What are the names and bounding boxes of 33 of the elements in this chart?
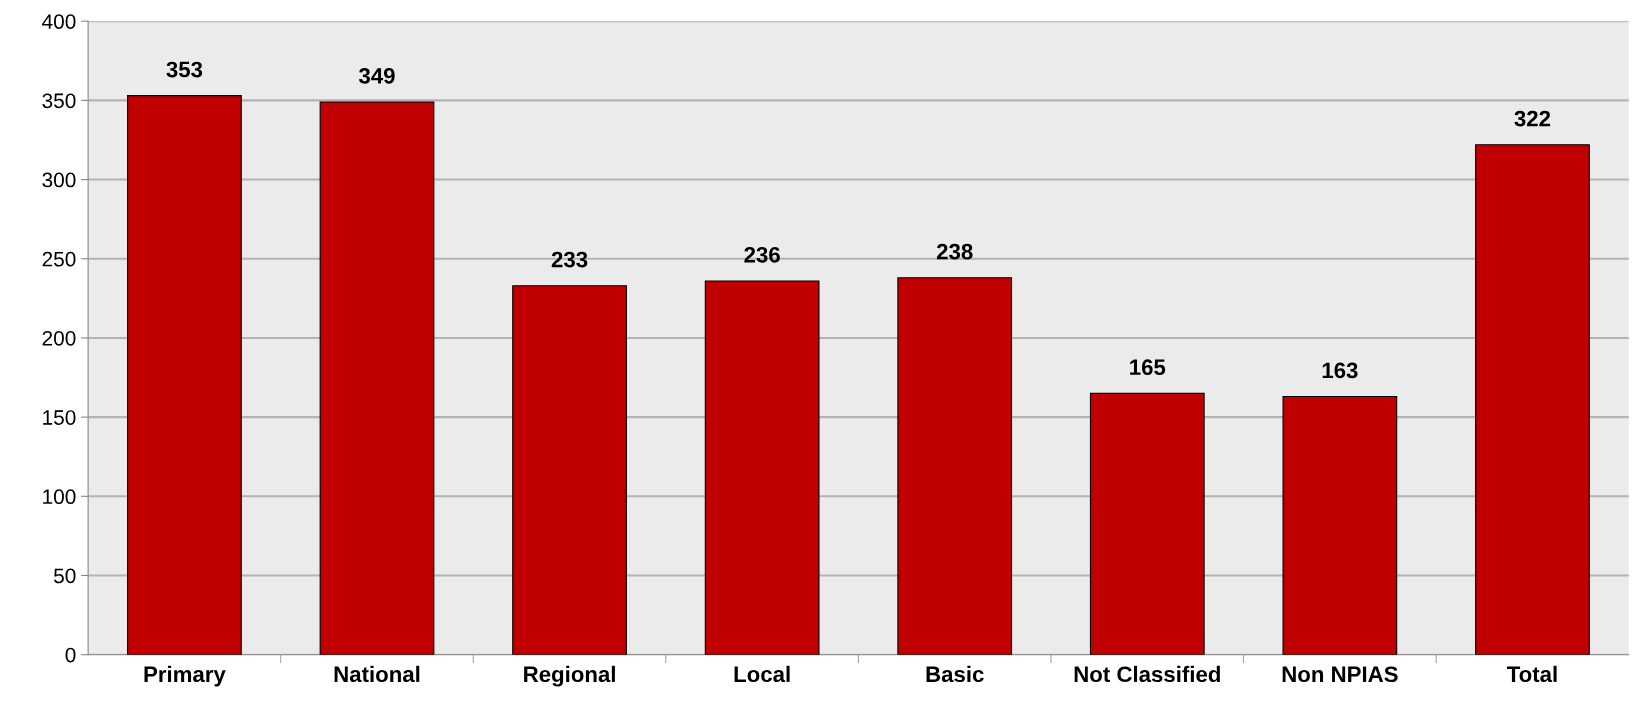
data-label: 165 — [1130, 359, 1166, 376]
data-label: 238 — [936, 243, 973, 260]
bar — [127, 95, 242, 655]
bar — [704, 280, 820, 655]
bar — [512, 285, 627, 655]
data-label: 233 — [551, 251, 588, 268]
bar — [1475, 144, 1590, 655]
data-label: 322 — [1514, 110, 1551, 127]
y-tick-label: 0 — [65, 647, 76, 663]
data-label: 236 — [744, 246, 780, 263]
x-tick-label: Total — [1506, 665, 1557, 683]
x-tick-label: Basic — [926, 665, 984, 683]
bar — [319, 101, 435, 655]
y-tick-label: 400 — [42, 14, 76, 29]
y-tick-label: 100 — [43, 489, 76, 505]
x-tick-label: Regional — [524, 665, 615, 687]
y-tick-label: 50 — [53, 568, 76, 584]
y-tick-label: 150 — [43, 410, 76, 425]
y-tick-label: 250 — [42, 251, 76, 267]
x-tick-label: National — [334, 665, 420, 683]
data-label: 349 — [358, 67, 395, 84]
x-tick-label: Primary — [144, 665, 226, 687]
x-tick-label: Not Classified — [1074, 665, 1220, 683]
x-tick-label: Non NPIAS — [1282, 666, 1398, 683]
y-tick-label: 200 — [42, 330, 76, 346]
data-label: 353 — [166, 61, 203, 78]
y-tick-label: 350 — [42, 93, 76, 109]
data-label: 163 — [1322, 362, 1358, 379]
bar — [1089, 392, 1205, 655]
x-tick-label: Local — [734, 665, 790, 683]
bar — [1282, 395, 1398, 655]
y-tick-label: 300 — [42, 172, 76, 188]
bar — [897, 277, 1013, 655]
